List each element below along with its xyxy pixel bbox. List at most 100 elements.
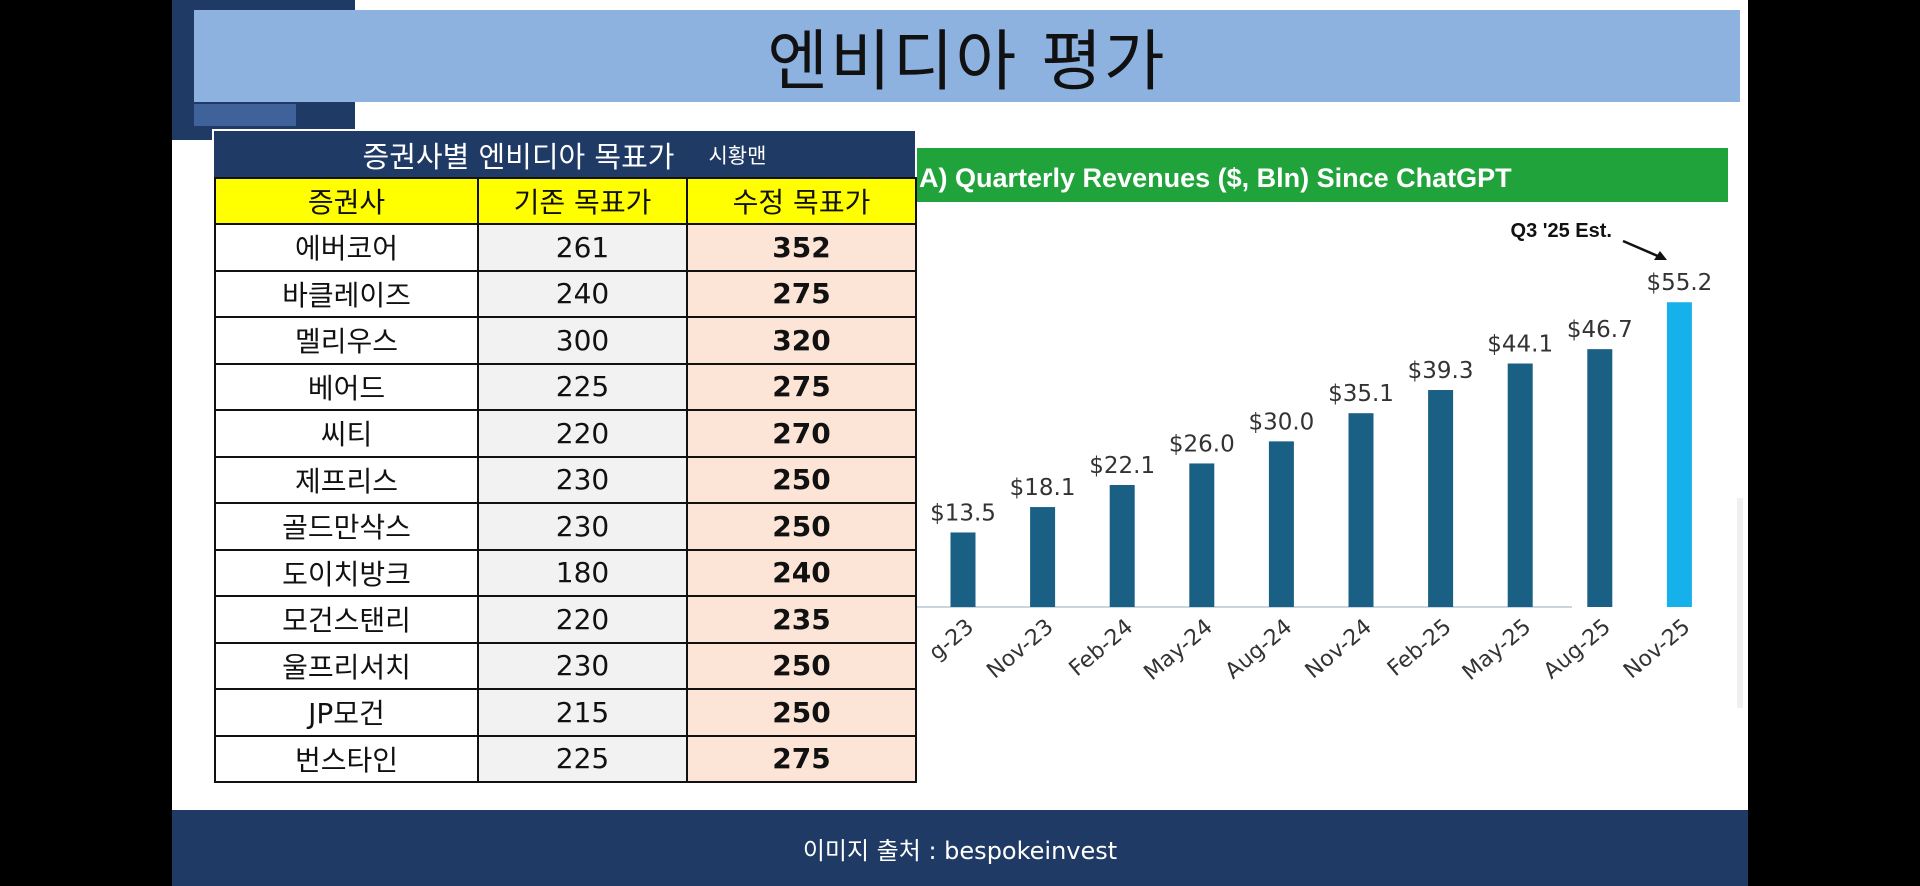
new-target: 270: [686, 409, 917, 458]
header-broker: 증권사: [214, 177, 479, 225]
broker-name: 씨티: [214, 409, 479, 458]
old-target: 300: [477, 316, 688, 365]
tick-label-Aug-25: Aug-25: [1539, 614, 1616, 684]
new-target: 352: [686, 223, 917, 272]
image-source: 이미지 출처 : bespokeinvest: [802, 836, 1118, 865]
value-label-Aug-23: $13.5: [930, 500, 996, 526]
broker-name: 도이치방크: [214, 548, 479, 597]
value-label-Feb-24: $22.1: [1089, 453, 1155, 479]
new-target: 275: [686, 269, 917, 318]
slide: 엔비디아 평가 증권사별 엔비디아 목표가 시황맨 증권사 기존 목표가 수정 …: [172, 0, 1748, 886]
broker-name: 울프리서치: [214, 641, 479, 690]
new-target: 240: [686, 548, 917, 597]
bar-Aug-25: [1587, 349, 1613, 607]
table-row: 제프리스 230 250: [214, 455, 917, 504]
broker-name: 베어드: [214, 362, 479, 411]
old-target: 220: [477, 595, 688, 644]
old-target: 261: [477, 223, 688, 272]
table-row: 골드만삭스 230 250: [214, 502, 917, 551]
tick-label-Feb-24: Feb-24: [1065, 614, 1138, 681]
old-target: 230: [477, 502, 688, 551]
table-subtitle: 시황맨: [708, 143, 767, 168]
table-title: 증권사별 엔비디아 목표가: [362, 139, 675, 174]
table-row: 베어드 225 275: [214, 362, 917, 411]
value-label-Nov-23: $18.1: [1010, 475, 1076, 501]
tick-label-Feb-25: Feb-25: [1383, 614, 1456, 681]
bar-Aug-24: [1268, 441, 1294, 607]
tick-label-May-25: May-25: [1458, 614, 1536, 685]
table-row: 울프리서치 230 250: [214, 641, 917, 690]
value-label-Aug-25: $46.7: [1567, 317, 1633, 343]
new-target: 275: [686, 362, 917, 411]
table-row: 도이치방크 180 240: [214, 548, 917, 597]
bar-Nov-23: [1030, 507, 1056, 607]
broker-name: 바클레이즈: [214, 269, 479, 318]
chart-title: A) Quarterly Revenues ($, Bln) Since Cha…: [919, 163, 1512, 193]
page-title: 엔비디아 평가: [767, 23, 1167, 100]
tick-label-Nov-25: Nov-25: [1619, 614, 1695, 683]
bar-Nov-25: [1666, 302, 1692, 607]
bar-May-25: [1507, 363, 1533, 607]
table-row: JP모건 215 250: [214, 688, 917, 737]
bar-Aug-23: [950, 532, 976, 607]
broker-name: 에버코어: [214, 223, 479, 272]
table-row: 바클레이즈 240 275: [214, 269, 917, 318]
table-row: 모건스탠리 220 235: [214, 595, 917, 644]
new-target: 250: [686, 502, 917, 551]
header-new-target: 수정 목표가: [686, 177, 917, 225]
old-target: 225: [477, 734, 688, 783]
revenue-chart-panel: A) Quarterly Revenues ($, Bln) Since Cha…: [917, 125, 1748, 710]
old-target: 180: [477, 548, 688, 597]
estimate-annotation: Q3 '25 Est.: [1511, 220, 1612, 242]
tick-label-May-24: May-24: [1140, 614, 1218, 685]
broker-name: 모건스탠리: [214, 595, 479, 644]
bar-Nov-24: [1348, 413, 1374, 607]
value-label-Feb-25: $39.3: [1408, 358, 1474, 384]
header-old-target: 기존 목표가: [477, 177, 688, 225]
table-row: 멜리우스 300 320: [214, 316, 917, 365]
table-row: 씨티 220 270: [214, 409, 917, 458]
tick-label-Aug-23: g-23: [925, 614, 979, 665]
old-target: 230: [477, 455, 688, 504]
broker-name: 번스타인: [214, 734, 479, 783]
new-target: 250: [686, 641, 917, 690]
annotation-arrow-shaft: [1622, 239, 1661, 259]
table-header-row: 증권사 기존 목표가 수정 목표가: [214, 177, 917, 225]
new-target: 235: [686, 595, 917, 644]
tick-label-Aug-24: Aug-24: [1221, 614, 1298, 684]
tick-label-Nov-24: Nov-24: [1301, 614, 1377, 683]
tick-label-Nov-23: Nov-23: [982, 614, 1058, 683]
chart-title-band: [917, 148, 1748, 202]
broker-name: 제프리스: [214, 455, 479, 504]
corner-accent: [194, 104, 296, 126]
annotation-arrow-head: [1654, 251, 1667, 260]
value-label-May-25: $44.1: [1487, 332, 1553, 358]
value-label-May-24: $26.0: [1169, 431, 1235, 457]
old-target: 220: [477, 409, 688, 458]
title-bar: 엔비디아 평가: [194, 10, 1740, 102]
bar-Feb-24: [1109, 484, 1135, 607]
footer-bar: 이미지 출처 : bespokeinvest: [172, 810, 1748, 886]
bar-May-24: [1189, 463, 1215, 607]
panel-edge: [1737, 498, 1743, 708]
price-table: 증권사 기존 목표가 수정 목표가 에버코어 261 352 바클레이즈 240 275…: [214, 177, 917, 783]
broker-name: 골드만삭스: [214, 502, 479, 551]
new-target: 250: [686, 455, 917, 504]
old-target: 225: [477, 362, 688, 411]
new-target: 250: [686, 688, 917, 737]
table-row: 에버코어 261 352: [214, 223, 917, 272]
target-price-table: 증권사별 엔비디아 목표가 시황맨 증권사 기존 목표가 수정 목표가 에버코어…: [212, 129, 917, 809]
revenue-chart: A) Quarterly Revenues ($, Bln) Since Cha…: [917, 148, 1748, 686]
broker-name: JP모건: [214, 688, 479, 737]
new-target: 320: [686, 316, 917, 365]
table-row: 번스타인 225 275: [214, 734, 917, 783]
value-label-Aug-24: $30.0: [1248, 409, 1314, 435]
old-target: 215: [477, 688, 688, 737]
value-label-Nov-25: $55.2: [1646, 270, 1712, 296]
bar-Feb-25: [1428, 390, 1454, 607]
broker-name: 멜리우스: [214, 316, 479, 365]
value-label-Nov-24: $35.1: [1328, 381, 1394, 407]
old-target: 230: [477, 641, 688, 690]
table-title-bar: 증권사별 엔비디아 목표가 시황맨: [214, 131, 915, 178]
old-target: 240: [477, 269, 688, 318]
